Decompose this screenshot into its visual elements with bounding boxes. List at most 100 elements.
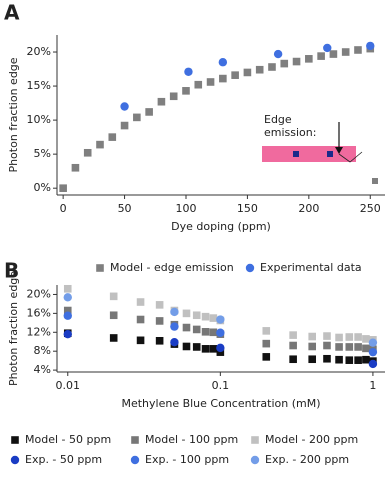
point: [63, 329, 72, 339]
x-tick-label: 1: [369, 379, 376, 392]
y-tick-label: 10%: [27, 113, 51, 126]
point: [329, 50, 338, 58]
point: [354, 46, 362, 54]
point: [209, 314, 218, 322]
legend-label: Exp. - 50 ppm: [25, 453, 102, 466]
point: [209, 345, 218, 353]
point: [216, 315, 225, 324]
point: [308, 355, 317, 364]
point: [345, 333, 354, 341]
point: [63, 306, 72, 315]
y-tick-label: 8%: [34, 344, 51, 357]
point: [219, 74, 227, 83]
point: [108, 133, 117, 141]
point: [341, 48, 350, 56]
point: [262, 339, 271, 348]
x-tick-label: 250: [360, 202, 381, 215]
y-tick-label: 20%: [27, 287, 51, 300]
x-tick-label: 0.01: [56, 379, 81, 392]
point: [366, 41, 375, 51]
point: [280, 59, 289, 68]
x-tick-label: 150: [237, 202, 258, 215]
y-axis-title: Photon fraction edge: [7, 271, 20, 386]
point: [289, 331, 297, 339]
point: [182, 309, 191, 318]
y-tick-label: 15%: [27, 79, 51, 92]
legend-marker: [131, 436, 139, 444]
legend-marker: [251, 436, 259, 444]
inset-waveguide: [262, 146, 356, 162]
point: [155, 317, 164, 325]
x-tick-label: 50: [118, 202, 132, 215]
inset-ray: [338, 151, 363, 163]
x-tick-label: 200: [298, 202, 319, 215]
point: [368, 338, 378, 347]
point: [262, 327, 271, 335]
legend-label: Model - 100 ppm: [145, 433, 238, 446]
point: [109, 334, 118, 342]
point: [209, 328, 218, 337]
point: [83, 148, 92, 157]
inset-dye: [293, 151, 299, 157]
y-tick-label: 4%: [34, 363, 51, 376]
point: [206, 78, 215, 86]
point: [59, 184, 67, 192]
point: [323, 354, 331, 363]
point: [120, 121, 129, 130]
point: [109, 292, 118, 301]
point: [145, 108, 153, 116]
x-tick-label: 100: [175, 202, 196, 215]
point: [136, 336, 145, 345]
point: [169, 92, 178, 101]
point: [345, 356, 354, 364]
point: [362, 344, 370, 353]
point: [157, 97, 166, 106]
point: [63, 311, 72, 320]
x-tick-label: 0.1: [212, 379, 230, 392]
point: [201, 328, 210, 336]
point: [273, 49, 283, 59]
point: [155, 336, 164, 345]
point: [368, 359, 378, 369]
point: [109, 311, 118, 320]
point: [120, 102, 129, 111]
legend-label: Experimental data: [260, 261, 362, 274]
legend-marker: [245, 263, 255, 273]
point: [63, 293, 72, 302]
panel-label: A: [4, 1, 20, 25]
x-axis-title: Dye doping (ppm): [171, 220, 271, 233]
point: [317, 52, 325, 60]
point: [201, 312, 210, 321]
point: [368, 347, 378, 357]
point: [335, 355, 343, 364]
point: [182, 87, 190, 95]
legend-label: Exp. - 100 ppm: [145, 453, 229, 466]
legend-marker: [250, 455, 260, 465]
legend-label: Model - 200 ppm: [265, 433, 358, 446]
legend-label: Model - 50 ppm: [25, 433, 111, 446]
inset-arrowhead: [335, 147, 343, 154]
y-axis-title: Photon fraction edge: [7, 57, 20, 172]
legend-marker: [96, 264, 104, 272]
point: [184, 67, 193, 76]
point: [133, 113, 141, 122]
y-tick-label: 0%: [34, 181, 51, 194]
point: [345, 343, 354, 351]
legend-marker: [10, 455, 20, 465]
point: [362, 355, 370, 364]
point: [63, 284, 72, 293]
point: [323, 341, 331, 350]
point: [216, 328, 225, 337]
point: [192, 343, 201, 351]
inset-dye: [327, 151, 333, 157]
inset-detector: [372, 178, 378, 184]
point: [136, 298, 145, 306]
point: [308, 332, 317, 341]
point: [323, 43, 332, 53]
point: [289, 341, 297, 350]
point: [155, 301, 164, 309]
y-tick-label: 16%: [27, 306, 51, 319]
legend-marker: [11, 436, 19, 444]
point: [262, 353, 271, 361]
